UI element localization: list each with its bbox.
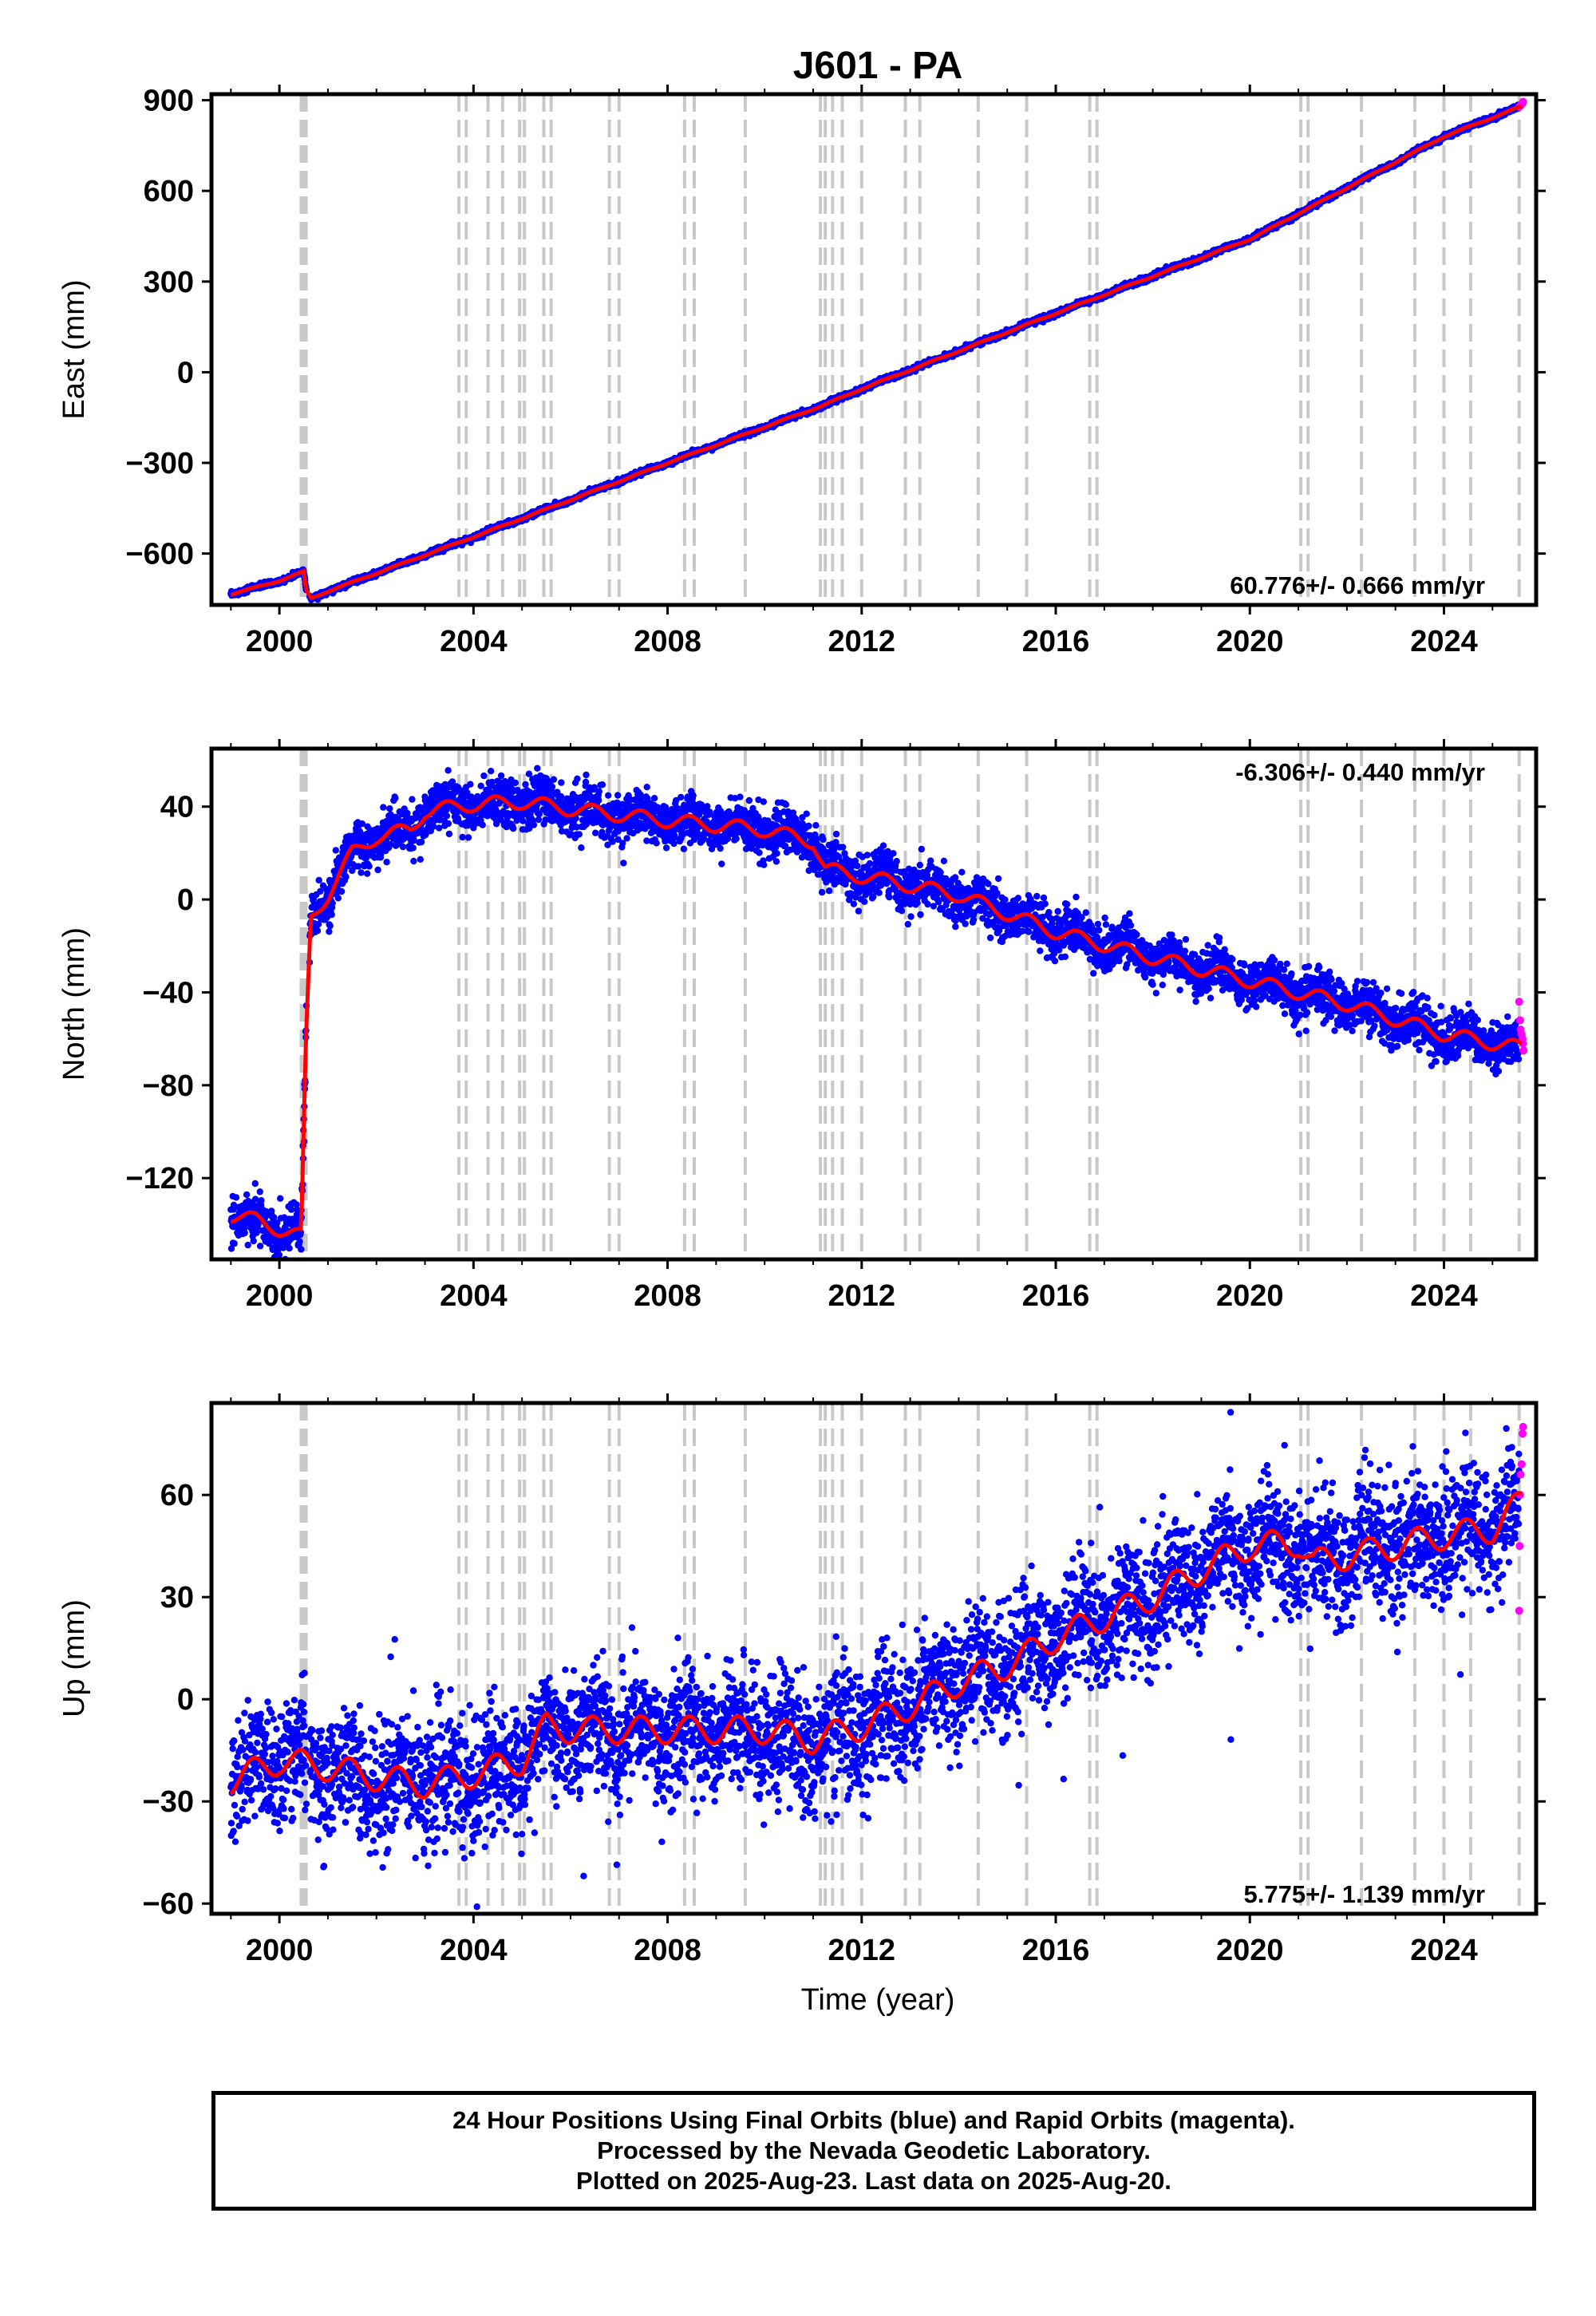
y-tick-label: −300 (125, 447, 194, 480)
plot-frame (209, 92, 1539, 607)
east-panel: −600 −300 0 300 600 900 2000 2004 2008 2012 2016 20… (57, 85, 1546, 658)
x-tick-label: 2008 (634, 625, 701, 658)
final-orbit-point (231, 1239, 238, 1247)
y-tick-label: 0 (177, 356, 194, 389)
chart-title: J601 - PA (793, 45, 963, 87)
plot-area (227, 94, 1527, 605)
x-tick-label: 2016 (1022, 625, 1090, 658)
y-axis-label: East (mm) (57, 279, 91, 419)
x-tick-label: 2004 (440, 625, 508, 658)
y-tick-label: 300 (144, 266, 194, 299)
final-orbit-points (227, 101, 1523, 603)
final-orbit-points (227, 765, 1523, 1259)
model-curve (230, 104, 1523, 600)
rate-label: 60.776+/- 0.666 mm/yr (1230, 571, 1485, 599)
x-tick-label: 2000 (246, 625, 314, 658)
plot-area (227, 749, 1528, 1259)
y-tick-label: 900 (144, 85, 194, 118)
x-tick-label: 2012 (828, 625, 896, 658)
x-tick-label: 2020 (1216, 625, 1284, 658)
y-tick-label: −600 (125, 538, 194, 571)
x-tick-label: 2024 (1410, 625, 1478, 658)
y-tick-label: 600 (144, 175, 194, 208)
